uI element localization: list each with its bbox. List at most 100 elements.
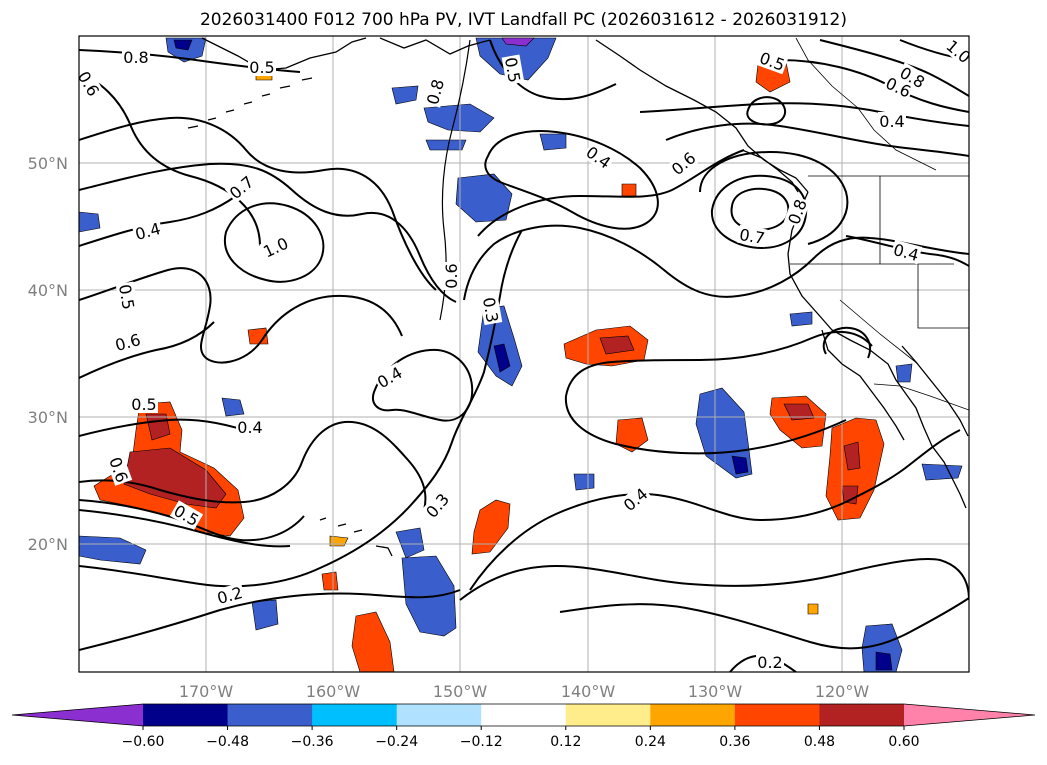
latitude-labels: 50°N 40°N 30°N 20°N [28, 154, 68, 554]
coastline-baja-west [821, 329, 905, 441]
pv-contour [79, 420, 427, 511]
pv-anomaly-negative [221, 397, 245, 417]
contour-label-text: 0.4 [879, 112, 904, 131]
pv-anomaly-negative [573, 473, 595, 491]
pv-anomaly-positive [471, 499, 511, 555]
coastline-alaska [201, 37, 367, 71]
contour-label-background [79, 66, 104, 101]
colorbar-swatch [312, 704, 398, 726]
contour-label-background [131, 218, 164, 244]
colorbar-tick-label: −0.48 [206, 734, 249, 750]
pv-contour [459, 557, 969, 601]
colorbar-tick-label: 0.48 [804, 734, 835, 750]
contour-label-background [666, 147, 700, 180]
pv-anomaly-positive [351, 611, 395, 672]
contour-label-text: 0.5 [249, 58, 274, 77]
contour-label: 0.4 [878, 112, 906, 131]
lon-tick-label: 170°W [179, 682, 234, 701]
contour-label-background [130, 395, 158, 413]
contour-label: 0.7 [736, 224, 768, 248]
contour-label-text: 0.5 [131, 395, 156, 414]
coastline-hawaii [319, 517, 393, 557]
contour-label: 0.4 [236, 418, 264, 437]
pv-anomaly-negative [501, 37, 535, 47]
pv-anomaly-positive [841, 485, 859, 505]
contour-label: 0.5 [130, 395, 158, 414]
pv-contour [79, 162, 457, 303]
contour-label-background [756, 47, 789, 75]
lat-tick-label: 20°N [28, 535, 68, 554]
pv-contour [822, 326, 871, 359]
pv-anomaly-positive [621, 183, 637, 197]
lat-tick-label: 50°N [28, 154, 68, 173]
contour-label-background [248, 58, 276, 76]
lon-tick-label: 150°W [433, 682, 488, 701]
contour-label-text: 0.7 [738, 225, 766, 248]
pv-anomaly-positive [615, 417, 649, 453]
contour-label-background [169, 500, 204, 530]
pv-anomaly-negative [731, 455, 749, 475]
pv-contour [484, 130, 659, 230]
pv-anomaly-negative [789, 311, 813, 327]
contour-label-background [213, 582, 246, 608]
pv-contour [477, 149, 745, 237]
colorbar-extend-low [12, 704, 143, 726]
contour-label-background [115, 281, 139, 313]
contour-label-background [890, 239, 923, 265]
lon-tick-label: 130°W [688, 682, 743, 701]
pv-contour [463, 224, 969, 301]
pv-anomaly-negative [539, 133, 567, 151]
contour-label-background [783, 195, 811, 228]
contour-label: 0.5 [248, 58, 276, 77]
contour-label-text: 0.5 [501, 56, 524, 84]
contour-label: 0.3 [479, 294, 503, 326]
contour-label: 0.8 [122, 48, 150, 67]
colorbar-tick-label: 0.60 [888, 734, 919, 750]
pv-anomaly-negative [79, 535, 147, 565]
pv-contour [559, 597, 969, 650]
contour-label-text: 0.2 [757, 653, 782, 672]
contour-label-background [618, 483, 652, 516]
contour-label-text: 0.3 [479, 296, 502, 324]
pv-contour [489, 39, 617, 101]
pv-contour [79, 267, 403, 364]
contour-label-background [111, 329, 144, 355]
contour-label-background [372, 362, 407, 392]
pv-anomaly-negative [695, 387, 753, 479]
pv-contour [469, 429, 961, 591]
colorbar: −0.60 −0.48 −0.36 −0.24 −0.12 0.12 0.24 0.36 0.4… [11, 703, 1036, 750]
contour-label: 0.5 [115, 281, 139, 313]
pv-contour [79, 195, 237, 247]
pv-contour [665, 122, 969, 157]
contour-label-background [581, 141, 616, 173]
contour-label-background [756, 653, 784, 671]
coastline-panhandle [595, 39, 809, 193]
contour-label-background [122, 48, 150, 66]
coastline-aleutians [187, 77, 313, 129]
map-title: 2026031400 F012 700 hPa PV, IVT Landfall… [199, 10, 847, 30]
pv-anomaly-negative [895, 363, 913, 383]
contour-label-background [442, 262, 460, 290]
coastline-gulf-of-california [901, 345, 969, 437]
contour-label: 0.2 [756, 653, 784, 672]
contour-label-text: 0.4 [237, 418, 262, 437]
pv-anomaly-negative [79, 211, 101, 233]
pv-contour [223, 202, 325, 283]
contour-label: 0.5 [501, 54, 525, 86]
pv-anomaly-negative [391, 85, 419, 105]
colorbar-swatch [143, 704, 229, 726]
pv-contour [79, 499, 305, 542]
contour-label-background [479, 294, 503, 326]
political-borders [790, 37, 969, 411]
lat-tick-label: 40°N [28, 281, 68, 300]
colorbar-tick-label: 0.24 [635, 734, 666, 750]
pv-contour [565, 330, 873, 397]
pv-contour [746, 96, 787, 126]
pv-contour [79, 321, 215, 379]
pv-anomaly-negative [493, 343, 511, 373]
contour-label-text: 0.8 [123, 48, 148, 67]
pv-contour [79, 73, 261, 247]
colorbar-tick-label: 0.12 [550, 734, 581, 750]
pv-contour [819, 39, 969, 97]
pv-anomaly-positive [123, 447, 227, 509]
